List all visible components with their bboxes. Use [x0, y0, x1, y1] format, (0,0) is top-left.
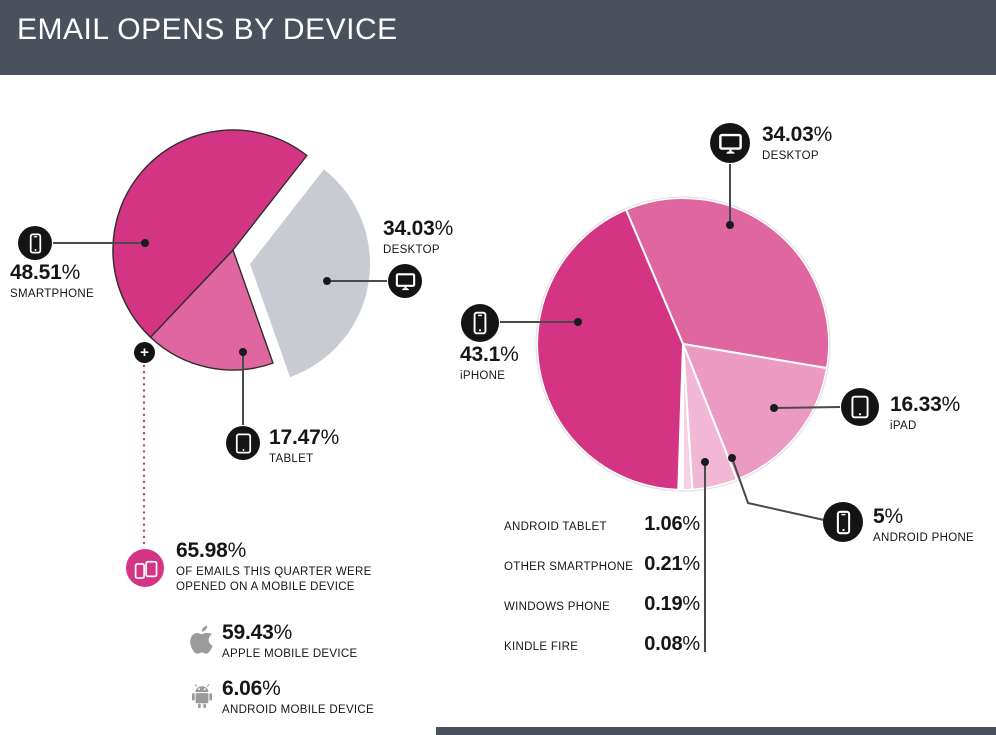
tablet-label: TABLET [269, 453, 314, 466]
smartphone-label: SMARTPHONE [10, 288, 94, 301]
small-row-value: 1.06% [644, 513, 700, 535]
ipad-connector-line [773, 406, 841, 409]
mobile-note-line2: OPENED ON A MOBILE DEVICE [176, 581, 355, 594]
small-slices-list: ANDROID TABLET 1.06% OTHER SMARTPHONE 0.… [504, 514, 700, 674]
small-slices-connector-dot [701, 458, 709, 466]
callout-connectors [53, 164, 841, 652]
desktop-right-connector-dot [726, 221, 734, 229]
right-pie-outer-ring [535, 196, 831, 492]
pie-slice-tablet [149, 249, 274, 371]
android-phone-value: 5% [873, 505, 903, 528]
ipad-connector-dot [770, 404, 778, 412]
desktop-left-label: DESKTOP [383, 244, 440, 257]
page-title: EMAIL OPENS BY DEVICE [17, 13, 398, 46]
tablet-callout: 17.47% TABLET [269, 426, 340, 467]
mobile-devices-icon [126, 549, 164, 587]
list-item: WINDOWS PHONE 0.19% [504, 594, 700, 617]
list-item: ANDROID TABLET 1.06% [504, 514, 700, 537]
small-row-label: WINDOWS PHONE [504, 601, 611, 613]
tablet-value: 17.47% [269, 426, 340, 449]
desktop-right-value: 34.03% [762, 123, 833, 146]
ipad-value: 16.33% [890, 393, 961, 416]
smartphone-icon [18, 226, 52, 260]
android-note-label: ANDROID MOBILE DEVICE [222, 704, 374, 717]
pie-slice-ipad [682, 343, 828, 481]
iphone-icon [461, 304, 499, 342]
small-row-label: OTHER SMARTPHONE [504, 561, 634, 573]
pie-slice-desktop [625, 197, 830, 370]
smartphone-connector-dot [141, 239, 149, 247]
apple-logo-icon [186, 622, 218, 661]
pie-slice-iphone [536, 208, 684, 491]
ipad-icon [841, 388, 879, 426]
list-item: OTHER SMARTPHONE 0.21% [504, 554, 700, 577]
iphone-connector-dot [574, 318, 582, 326]
small-row-label: ANDROID TABLET [504, 521, 607, 533]
right-pie-chart [536, 197, 830, 492]
desktop-left-icon [388, 264, 422, 298]
pie-slice-smartphone [112, 129, 308, 338]
tablet-icon [226, 426, 260, 460]
apple-note: 59.43% APPLE MOBILE DEVICE [222, 621, 358, 662]
apple-note-value: 59.43% [222, 621, 293, 644]
apple-note-label: APPLE MOBILE DEVICE [222, 648, 358, 661]
iphone-label: iPHONE [460, 370, 506, 383]
android-note-value: 6.06% [222, 677, 281, 700]
left-pie-chart [112, 129, 371, 378]
small-row-value: 0.21% [644, 553, 700, 575]
android-logo-icon [186, 678, 218, 717]
iphone-callout: 43.1% iPHONE [460, 343, 519, 384]
ipad-label: iPAD [890, 420, 917, 433]
plus-icon: + [134, 342, 155, 363]
desktop-right-icon [710, 123, 750, 163]
ipad-callout: 16.33% iPAD [890, 393, 961, 434]
android-note: 6.06% ANDROID MOBILE DEVICE [222, 677, 374, 718]
small-row-label: KINDLE FIRE [504, 641, 579, 653]
tablet-connector-dot [239, 348, 247, 356]
android-phone-connector-line [731, 457, 825, 521]
smartphone-value: 48.51% [10, 261, 81, 284]
plus-glyph: + [140, 344, 149, 361]
mobile-note-value: 65.98% [176, 539, 247, 562]
smartphone-callout: 48.51% SMARTPHONE [10, 261, 94, 302]
android-phone-connector-dot [728, 454, 736, 462]
desktop-left-value: 34.03% [383, 217, 454, 240]
header-bar: EMAIL OPENS BY DEVICE [0, 0, 996, 75]
mobile-note-line1: OF EMAILS THIS QUARTER WERE [176, 566, 372, 579]
android-phone-callout: 5% ANDROID PHONE [873, 505, 975, 546]
desktop-right-label: DESKTOP [762, 150, 819, 163]
desktop-left-callout: 34.03% DESKTOP [383, 217, 454, 258]
android-phone-label: ANDROID PHONE [873, 532, 975, 545]
desktop-right-callout: 34.03% DESKTOP [762, 123, 833, 164]
desktop-left-connector-dot [323, 277, 331, 285]
android-phone-icon [823, 502, 863, 542]
list-item: KINDLE FIRE 0.08% [504, 634, 700, 657]
small-row-value: 0.08% [644, 633, 700, 655]
mobile-note: 65.98% OF EMAILS THIS QUARTER WERE OPENE… [176, 539, 372, 595]
footer-bar [436, 727, 996, 735]
iphone-value: 43.1% [460, 343, 519, 366]
pie-slice-desktop [250, 169, 371, 378]
small-row-value: 0.19% [644, 593, 700, 615]
